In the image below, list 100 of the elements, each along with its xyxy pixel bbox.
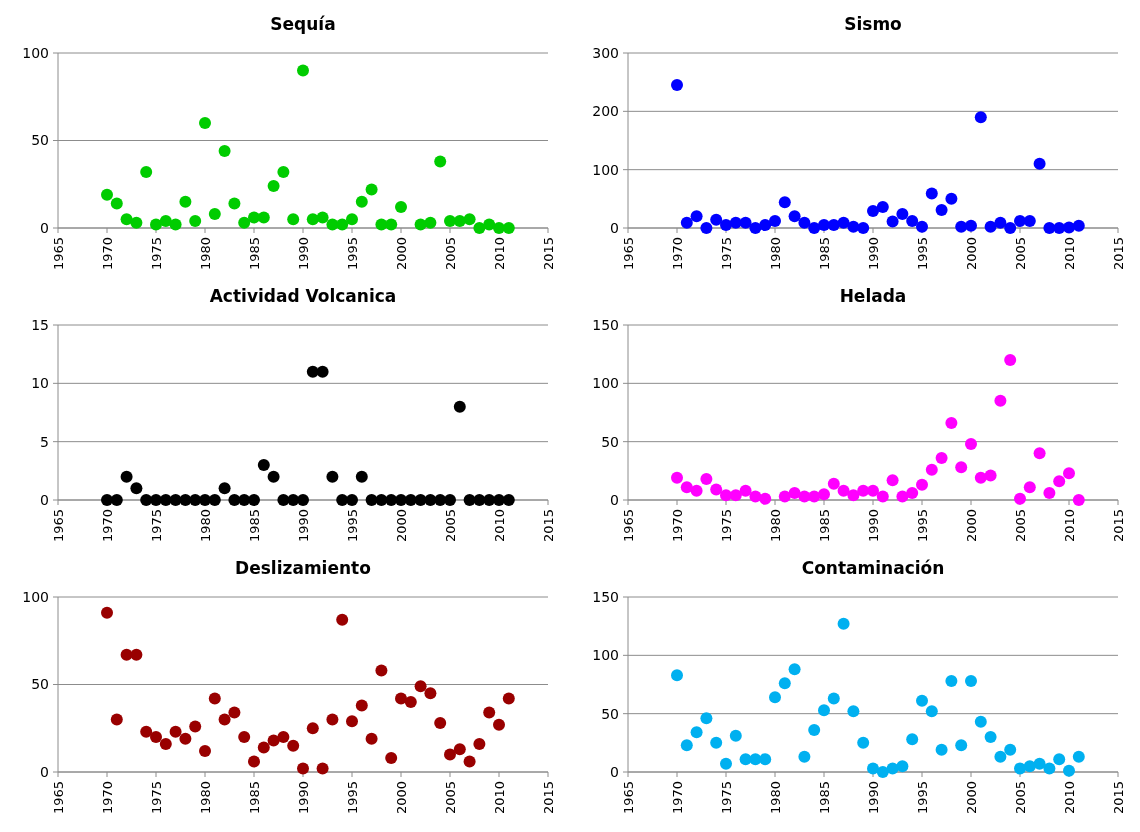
point [818,704,830,717]
point [189,215,202,227]
point [130,482,143,495]
x-tick-label: 2010 [491,237,507,271]
point [1072,494,1085,506]
point [365,732,378,745]
point [925,705,938,718]
x-tick-label: 2000 [963,781,979,815]
x-tick-label: 1970 [99,509,115,543]
y-tick-label: 100 [22,44,49,61]
point [238,731,251,743]
point [690,726,703,739]
point [228,197,241,210]
point [150,731,162,743]
point [414,680,427,693]
point [140,166,153,178]
point [1014,215,1026,227]
point [346,715,358,728]
point [867,484,879,497]
point [720,757,732,770]
y-tick-label: 5 [40,433,49,450]
point [277,166,290,178]
point [424,687,437,700]
chart-title: Sismo [844,14,902,34]
point [228,706,241,719]
point [886,762,899,775]
y-tick-label: 50 [601,705,619,722]
point [287,739,300,752]
point [994,750,1007,763]
point [749,222,762,234]
x-tick-label: 1995 [914,509,930,543]
point [1072,750,1085,763]
point [1053,475,1066,488]
point [199,494,211,506]
x-tick-label: 1965 [620,237,636,271]
x-tick-label: 1980 [197,509,213,543]
point [798,750,811,763]
point [297,762,309,775]
x-tick-label: 1975 [718,237,734,271]
point [218,482,231,495]
x-tick-label: 1990 [295,509,311,543]
point [974,715,987,728]
point [1023,481,1036,494]
point [729,729,742,742]
point [700,222,713,234]
chart-title: Contaminación [801,558,945,578]
point [690,210,703,223]
x-tick-label: 2000 [393,781,409,815]
x-tick-label: 1975 [718,781,734,815]
point [150,218,162,231]
point [101,494,113,506]
x-tick-label: 2015 [1110,781,1126,815]
point [199,745,211,757]
x-tick-label: 2015 [540,509,556,543]
point [778,490,791,503]
point [710,483,723,496]
point [896,208,909,220]
point [837,216,850,229]
point [463,755,476,768]
point [453,400,466,413]
point [1033,757,1046,770]
point [916,478,928,491]
x-tick-label: 2005 [442,509,458,543]
point [336,218,349,231]
x-tick-label: 1980 [767,509,783,543]
point [759,492,772,505]
point [1053,753,1066,766]
x-tick-label: 1965 [50,509,66,543]
point [238,216,251,229]
point [955,739,968,752]
x-tick-label: 1990 [865,781,881,815]
point [906,733,919,746]
y-tick-label: 0 [40,219,49,236]
y-tick-label: 50 [601,433,619,450]
x-tick-label: 1970 [99,781,115,815]
y-tick-label: 0 [40,491,49,508]
point [218,713,231,726]
point [267,734,280,747]
point [1014,492,1026,505]
point [267,180,280,192]
x-tick-label: 1995 [914,781,930,815]
point [680,216,693,229]
point [346,213,358,226]
y-tick-label: 50 [31,132,49,149]
point [788,663,801,676]
point [1063,764,1075,777]
point [365,183,378,196]
point [346,494,358,506]
chart-title: Deslizamiento [235,558,371,578]
x-tick-label: 1975 [148,781,164,815]
point [453,743,466,756]
x-tick-label: 1970 [669,509,685,543]
point [876,766,889,778]
y-tick-label: 15 [31,316,49,333]
x-tick-label: 1990 [865,237,881,271]
point [140,725,153,738]
x-tick-label: 1975 [718,509,734,543]
point [434,155,447,168]
x-tick-label: 1985 [816,509,832,543]
x-tick-label: 1995 [344,781,360,815]
